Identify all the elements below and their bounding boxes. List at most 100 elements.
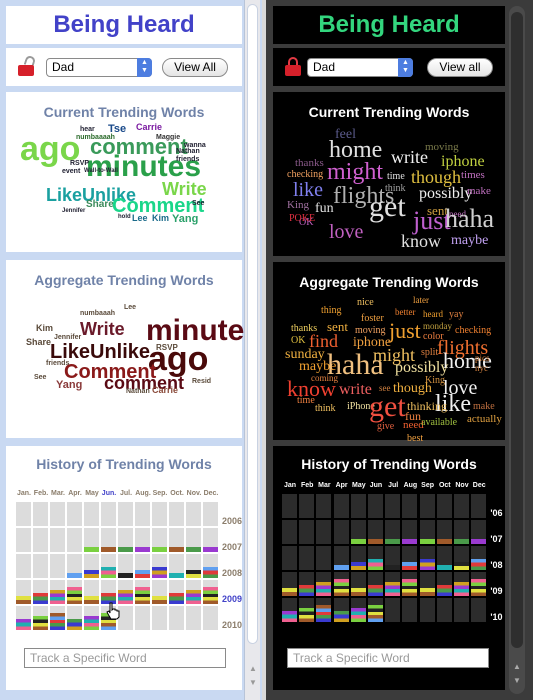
history-cell[interactable] [333,520,349,544]
cloud-word[interactable]: hear [80,126,95,133]
cloud-word[interactable]: ago [20,130,81,168]
history-cell[interactable] [101,528,116,552]
cloud-word[interactable]: Maggie [156,134,181,141]
history-cell[interactable] [471,546,487,570]
cloud-word[interactable]: make [473,401,495,412]
cloud-word[interactable]: nice [357,297,374,308]
history-cell[interactable] [16,606,31,630]
history-cell[interactable] [282,494,297,518]
cloud-word[interactable]: just [413,206,451,235]
history-cell[interactable] [419,598,435,622]
lock-closed-icon[interactable] [283,57,303,77]
cloud-word[interactable]: like [293,179,323,201]
cloud-word[interactable]: know [401,231,441,251]
history-cell[interactable] [368,546,383,570]
history-cell[interactable] [436,546,452,570]
history-cell[interactable] [299,520,315,544]
history-cell[interactable] [169,554,184,578]
cloud-word[interactable]: Resid [192,378,212,385]
history-cell[interactable] [152,502,167,526]
scrollbar-thumb[interactable] [247,4,258,644]
history-cell[interactable] [282,598,297,622]
history-cell[interactable] [203,606,218,630]
history-cell[interactable] [33,502,48,526]
history-cell[interactable] [385,572,401,596]
history-cell[interactable] [152,580,167,604]
cloud-word[interactable]: think [315,403,336,414]
history-cell[interactable] [67,554,82,578]
history-cell[interactable] [33,606,48,630]
history-cell[interactable] [316,546,332,570]
cloud-word[interactable]: Kim [36,323,54,333]
history-cell[interactable] [84,502,99,526]
cloud-word[interactable]: times [461,169,485,181]
cloud-word[interactable]: like [435,391,471,417]
history-cell[interactable] [203,554,218,578]
scroll-up-icon[interactable]: ▲ [513,662,521,671]
cloud-word[interactable]: minutes [86,150,202,183]
history-cell[interactable] [299,572,315,596]
history-cell[interactable] [67,502,82,526]
history-cell[interactable] [316,494,332,518]
cloud-word[interactable]: home [443,348,492,373]
history-cell[interactable] [152,554,167,578]
history-cell[interactable] [350,572,366,596]
history-cell[interactable] [118,606,133,630]
cloud-word[interactable]: wanna [184,142,206,149]
scroll-up-icon[interactable]: ▲ [249,664,257,673]
cloud-word[interactable]: minutes [146,314,262,347]
cloud-word[interactable]: see [379,383,391,393]
history-cell[interactable] [135,606,150,630]
history-cell[interactable] [118,502,133,526]
cloud-word[interactable]: coming [311,373,338,383]
history-cell[interactable] [282,520,297,544]
history-cell[interactable] [186,554,201,578]
cloud-word[interactable]: get [369,190,406,223]
history-cell[interactable] [436,520,452,544]
history-cell[interactable] [402,494,418,518]
cloud-word[interactable]: haha [327,348,384,381]
history-cell[interactable] [471,520,487,544]
dark-scrollbar[interactable]: ▲ ▼ [509,6,525,694]
history-cell[interactable] [282,546,297,570]
cloud-word[interactable]: monday [423,321,452,331]
cloud-word[interactable]: possibly [395,359,449,376]
cloud-word[interactable]: love [329,221,364,243]
cloud-word[interactable]: friends [176,156,200,163]
history-cell[interactable] [152,528,167,552]
history-cell[interactable] [84,580,99,604]
track-word-input[interactable]: Track a Specific Word [287,648,489,668]
history-cell[interactable] [385,494,401,518]
history-cell[interactable] [454,520,469,544]
cloud-word[interactable]: flights [333,183,395,209]
cloud-word[interactable]: time [387,171,405,182]
cloud-word[interactable]: find [309,331,338,351]
history-cell[interactable] [316,598,332,622]
cloud-word[interactable]: might [327,159,384,185]
history-cell[interactable] [385,598,401,622]
history-cell[interactable] [135,528,150,552]
history-cell[interactable] [50,606,65,630]
light-scrollbar[interactable]: ▲ ▼ [244,0,260,700]
cloud-word[interactable]: King [287,199,309,211]
history-cell[interactable] [299,494,315,518]
history-cell[interactable] [16,528,31,552]
cloud-word[interactable]: iphone [441,153,485,170]
cloud-word[interactable]: better [395,307,416,317]
cloud-word[interactable]: just [389,318,421,343]
cloud-word[interactable]: split [421,347,439,358]
cloud-word[interactable]: home [329,137,383,163]
cloud-word[interactable]: nyc [475,363,488,373]
history-cell[interactable] [282,572,297,596]
history-cell[interactable] [436,598,452,622]
history-cell[interactable] [333,494,349,518]
cloud-word[interactable]: See [192,200,205,207]
cloud-word[interactable]: love [443,377,478,399]
history-cell[interactable] [169,528,184,552]
history-cell[interactable] [203,528,218,552]
cloud-word[interactable]: RSVP [156,343,178,352]
history-cell[interactable] [186,580,201,604]
history-cell[interactable] [385,546,401,570]
cloud-word[interactable]: friends [46,360,70,367]
history-cell[interactable] [402,546,418,570]
